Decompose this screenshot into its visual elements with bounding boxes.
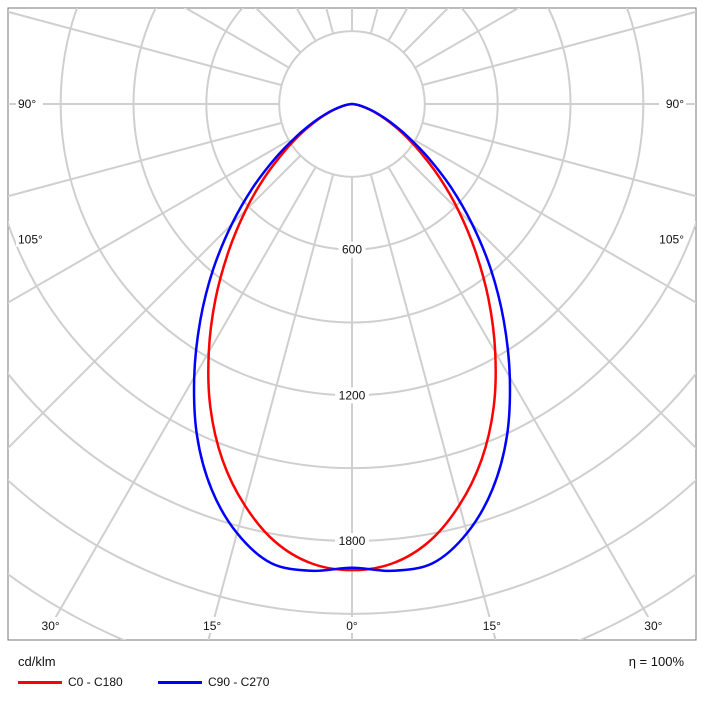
grid-spoke <box>387 166 657 631</box>
angle-label-left-bg <box>16 95 43 111</box>
grid-spoke <box>207 174 335 640</box>
angle-label-right: 105° <box>659 233 684 247</box>
angle-label-bottom-bg <box>639 617 667 633</box>
grid-spoke <box>414 139 696 304</box>
radial-tick-label: 600 <box>342 243 362 257</box>
grid-spoke <box>8 10 282 87</box>
legend-label: C0 - C180 <box>68 675 123 689</box>
radial-label-bg <box>335 533 369 549</box>
angle-label-bottom-bg <box>198 617 226 633</box>
angle-label-left: 105° <box>18 233 43 247</box>
grid-spoke <box>8 121 282 198</box>
legend-swatch-blue <box>158 680 202 684</box>
legend-label: C90 - C270 <box>208 675 270 689</box>
legend-entry-c90-c270: C90 - C270 <box>158 675 269 689</box>
angle-label-right-bg <box>652 230 686 247</box>
angle-label-bottom: 30° <box>644 619 662 633</box>
unit-label: cd/klm <box>18 654 56 669</box>
radial-label-bg <box>338 241 366 258</box>
angle-label-bottom-bg <box>478 617 506 633</box>
angle-label-bottom-bg <box>342 617 362 633</box>
grid-spoke <box>8 154 302 450</box>
legend-swatch-red <box>18 680 62 684</box>
angle-label-right-bg <box>659 95 686 111</box>
radial-tick-label: 1200 <box>339 388 366 402</box>
angle-label-bottom: 30° <box>42 619 60 633</box>
efficiency-label: η = 100% <box>628 654 684 669</box>
grid-spoke <box>47 166 317 631</box>
grid-spoke <box>414 8 521 69</box>
angle-label-bottom: 0° <box>346 619 358 633</box>
radial-tick-label: 1800 <box>339 534 366 548</box>
tick-labels: 60012001800105°90°75°60°45°105°90°75°60°… <box>16 95 686 633</box>
grid-spoke <box>8 139 290 304</box>
grid-spoke <box>422 121 696 198</box>
angle-label-bottom-bg <box>37 617 65 633</box>
series-curve-1 <box>192 102 512 573</box>
angle-label-left: 90° <box>18 97 36 111</box>
grid-spoke <box>369 174 497 640</box>
radial-label-bg <box>335 387 369 404</box>
angle-label-right: 90° <box>666 97 684 111</box>
angle-label-bottom: 15° <box>203 619 221 633</box>
angle-label-bottom: 15° <box>483 619 501 633</box>
angle-label-left-bg <box>16 230 50 247</box>
grid-spoke <box>422 10 696 87</box>
grid-spoke <box>183 8 290 69</box>
curves <box>192 102 512 573</box>
grid-spoke <box>402 154 696 450</box>
legend-entry-c0-c180: C0 - C180 <box>18 675 123 689</box>
